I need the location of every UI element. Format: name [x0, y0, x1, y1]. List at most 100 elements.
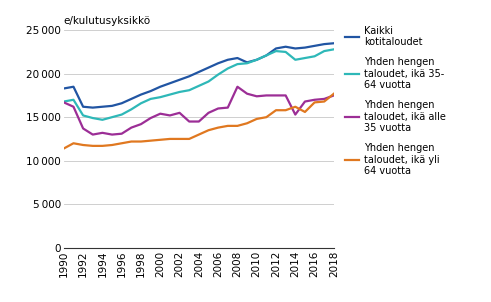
Yhden hengen
taloudet, ikä 35-
64 vuotta	[71, 98, 77, 101]
Yhden hengen
taloudet, ikä yli
64 vuotta	[302, 110, 308, 114]
Kaikki
kotitaloudet	[254, 58, 260, 62]
Yhden hengen
taloudet, ikä alle
35 vuotta	[138, 122, 144, 126]
Yhden hengen
taloudet, ikä alle
35 vuotta	[283, 94, 289, 97]
Yhden hengen
taloudet, ikä alle
35 vuotta	[273, 94, 279, 97]
Yhden hengen
taloudet, ikä alle
35 vuotta	[61, 101, 67, 104]
Yhden hengen
taloudet, ikä yli
64 vuotta	[206, 128, 212, 132]
Yhden hengen
taloudet, ikä 35-
64 vuotta	[273, 49, 279, 53]
Yhden hengen
taloudet, ikä alle
35 vuotta	[186, 120, 192, 123]
Kaikki
kotitaloudet	[167, 82, 173, 85]
Kaikki
kotitaloudet	[80, 105, 86, 108]
Yhden hengen
taloudet, ikä 35-
64 vuotta	[100, 118, 106, 122]
Yhden hengen
taloudet, ikä alle
35 vuotta	[90, 133, 96, 137]
Yhden hengen
taloudet, ikä yli
64 vuotta	[157, 138, 163, 142]
Yhden hengen
taloudet, ikä alle
35 vuotta	[215, 107, 221, 110]
Yhden hengen
taloudet, ikä 35-
64 vuotta	[321, 49, 327, 53]
Yhden hengen
taloudet, ikä alle
35 vuotta	[321, 97, 327, 101]
Yhden hengen
taloudet, ikä yli
64 vuotta	[167, 137, 173, 141]
Yhden hengen
taloudet, ikä alle
35 vuotta	[80, 127, 86, 130]
Kaikki
kotitaloudet	[292, 47, 298, 50]
Yhden hengen
taloudet, ikä 35-
64 vuotta	[167, 93, 173, 96]
Yhden hengen
taloudet, ikä 35-
64 vuotta	[80, 114, 86, 117]
Yhden hengen
taloudet, ikä alle
35 vuotta	[157, 112, 163, 115]
Yhden hengen
taloudet, ikä 35-
64 vuotta	[186, 88, 192, 92]
Yhden hengen
taloudet, ikä yli
64 vuotta	[235, 124, 241, 128]
Yhden hengen
taloudet, ikä yli
64 vuotta	[264, 115, 270, 119]
Kaikki
kotitaloudet	[215, 61, 221, 65]
Kaikki
kotitaloudet	[321, 42, 327, 46]
Kaikki
kotitaloudet	[186, 75, 192, 78]
Yhden hengen
taloudet, ikä yli
64 vuotta	[90, 144, 96, 148]
Yhden hengen
taloudet, ikä alle
35 vuotta	[206, 111, 212, 115]
Yhden hengen
taloudet, ikä yli
64 vuotta	[283, 108, 289, 112]
Yhden hengen
taloudet, ikä 35-
64 vuotta	[138, 101, 144, 105]
Yhden hengen
taloudet, ikä 35-
64 vuotta	[254, 58, 260, 62]
Yhden hengen
taloudet, ikä alle
35 vuotta	[292, 113, 298, 116]
Yhden hengen
taloudet, ikä yli
64 vuotta	[215, 126, 221, 130]
Kaikki
kotitaloudet	[273, 47, 279, 50]
Yhden hengen
taloudet, ikä 35-
64 vuotta	[119, 113, 125, 116]
Kaikki
kotitaloudet	[177, 78, 183, 82]
Kaikki
kotitaloudet	[148, 89, 154, 93]
Kaikki
kotitaloudet	[196, 70, 202, 74]
Yhden hengen
taloudet, ikä 35-
64 vuotta	[235, 62, 241, 66]
Yhden hengen
taloudet, ikä yli
64 vuotta	[138, 140, 144, 143]
Yhden hengen
taloudet, ikä alle
35 vuotta	[129, 126, 135, 130]
Yhden hengen
taloudet, ikä 35-
64 vuotta	[196, 84, 202, 88]
Yhden hengen
taloudet, ikä alle
35 vuotta	[331, 94, 337, 97]
Line: Yhden hengen
taloudet, ikä 35-
64 vuotta: Yhden hengen taloudet, ikä 35- 64 vuotta	[64, 49, 334, 120]
Yhden hengen
taloudet, ikä alle
35 vuotta	[196, 120, 202, 123]
Yhden hengen
taloudet, ikä alle
35 vuotta	[100, 131, 106, 135]
Yhden hengen
taloudet, ikä 35-
64 vuotta	[244, 61, 250, 65]
Kaikki
kotitaloudet	[119, 101, 125, 105]
Kaikki
kotitaloudet	[206, 66, 212, 69]
Kaikki
kotitaloudet	[283, 45, 289, 49]
Yhden hengen
taloudet, ikä yli
64 vuotta	[225, 124, 231, 128]
Yhden hengen
taloudet, ikä yli
64 vuotta	[312, 101, 318, 104]
Yhden hengen
taloudet, ikä alle
35 vuotta	[225, 106, 231, 109]
Yhden hengen
taloudet, ikä 35-
64 vuotta	[302, 56, 308, 60]
Yhden hengen
taloudet, ikä 35-
64 vuotta	[292, 58, 298, 62]
Yhden hengen
taloudet, ikä 35-
64 vuotta	[109, 115, 115, 119]
Yhden hengen
taloudet, ikä alle
35 vuotta	[119, 132, 125, 136]
Yhden hengen
taloudet, ikä 35-
64 vuotta	[331, 47, 337, 51]
Yhden hengen
taloudet, ikä yli
64 vuotta	[100, 144, 106, 148]
Yhden hengen
taloudet, ikä 35-
64 vuotta	[206, 80, 212, 83]
Yhden hengen
taloudet, ikä yli
64 vuotta	[119, 141, 125, 145]
Yhden hengen
taloudet, ikä 35-
64 vuotta	[283, 50, 289, 54]
Yhden hengen
taloudet, ikä alle
35 vuotta	[167, 114, 173, 117]
Text: e/kulutusyksikkö: e/kulutusyksikkö	[64, 16, 151, 26]
Kaikki
kotitaloudet	[244, 61, 250, 64]
Yhden hengen
taloudet, ikä alle
35 vuotta	[254, 95, 260, 98]
Yhden hengen
taloudet, ikä 35-
64 vuotta	[215, 73, 221, 76]
Yhden hengen
taloudet, ikä yli
64 vuotta	[292, 105, 298, 108]
Yhden hengen
taloudet, ikä yli
64 vuotta	[196, 133, 202, 137]
Kaikki
kotitaloudet	[90, 106, 96, 109]
Yhden hengen
taloudet, ikä alle
35 vuotta	[148, 116, 154, 120]
Yhden hengen
taloudet, ikä yli
64 vuotta	[148, 139, 154, 143]
Yhden hengen
taloudet, ikä yli
64 vuotta	[129, 140, 135, 143]
Yhden hengen
taloudet, ikä alle
35 vuotta	[235, 85, 241, 88]
Yhden hengen
taloudet, ikä 35-
64 vuotta	[129, 108, 135, 111]
Yhden hengen
taloudet, ikä alle
35 vuotta	[264, 94, 270, 97]
Yhden hengen
taloudet, ikä yli
64 vuotta	[186, 137, 192, 141]
Yhden hengen
taloudet, ikä alle
35 vuotta	[312, 98, 318, 101]
Yhden hengen
taloudet, ikä yli
64 vuotta	[273, 108, 279, 112]
Kaikki
kotitaloudet	[225, 58, 231, 62]
Kaikki
kotitaloudet	[264, 54, 270, 57]
Yhden hengen
taloudet, ikä alle
35 vuotta	[109, 133, 115, 137]
Yhden hengen
taloudet, ikä 35-
64 vuotta	[312, 54, 318, 58]
Kaikki
kotitaloudet	[331, 41, 337, 45]
Yhden hengen
taloudet, ikä alle
35 vuotta	[302, 100, 308, 103]
Kaikki
kotitaloudet	[129, 97, 135, 101]
Kaikki
kotitaloudet	[235, 56, 241, 60]
Kaikki
kotitaloudet	[71, 85, 77, 88]
Kaikki
kotitaloudet	[312, 44, 318, 48]
Yhden hengen
taloudet, ikä yli
64 vuotta	[177, 137, 183, 141]
Kaikki
kotitaloudet	[138, 93, 144, 96]
Yhden hengen
taloudet, ikä 35-
64 vuotta	[90, 116, 96, 120]
Yhden hengen
taloudet, ikä 35-
64 vuotta	[157, 95, 163, 99]
Yhden hengen
taloudet, ikä yli
64 vuotta	[321, 100, 327, 103]
Yhden hengen
taloudet, ikä alle
35 vuotta	[71, 105, 77, 108]
Kaikki
kotitaloudet	[100, 105, 106, 108]
